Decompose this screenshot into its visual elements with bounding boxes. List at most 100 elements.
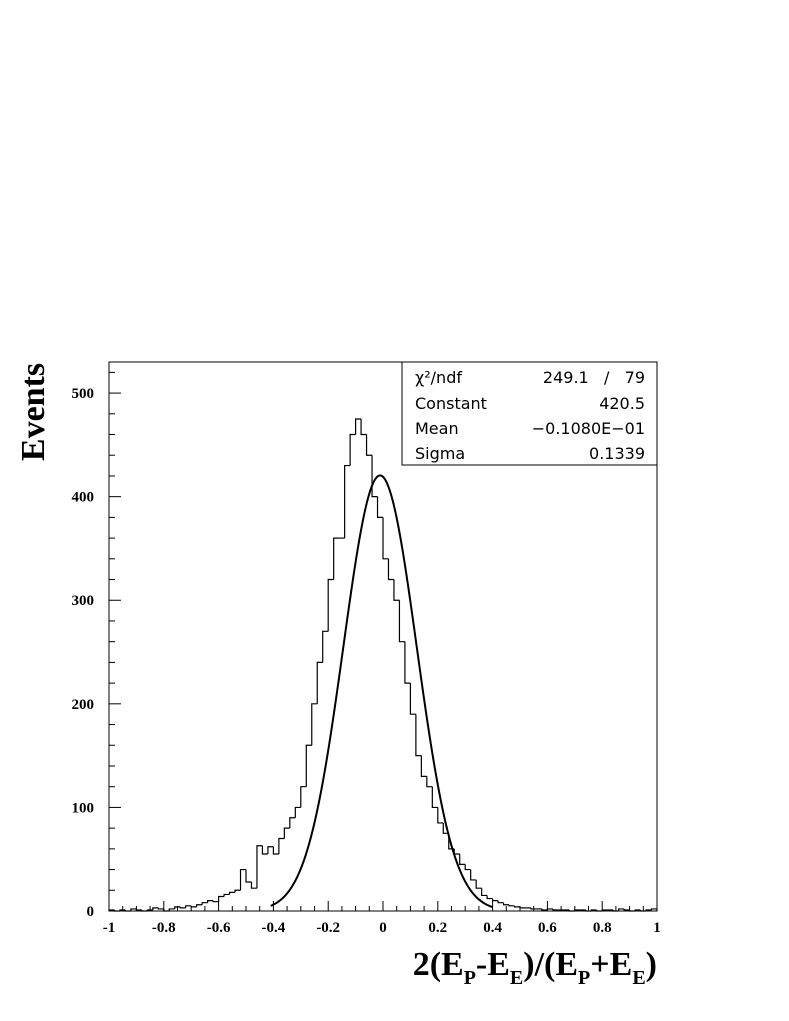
histogram-bin	[289, 817, 296, 829]
stats-label-sigma: Sigma	[415, 444, 465, 463]
histogram-bin	[185, 905, 192, 908]
histogram-bin	[590, 909, 597, 911]
x-tick-label: -0.2	[316, 920, 340, 936]
histogram-bin	[409, 683, 416, 715]
x-tick-label: 0	[379, 920, 387, 936]
histogram-bin	[568, 909, 575, 912]
y-tick-label: 400	[72, 490, 95, 506]
histogram-bin	[190, 905, 197, 908]
histogram-bin	[130, 908, 137, 911]
histogram-bin	[371, 455, 378, 498]
histogram-bin	[546, 908, 553, 910]
histogram-bin	[519, 906, 526, 909]
histogram-bin	[300, 786, 307, 808]
histogram-bin	[278, 837, 285, 855]
histogram-bin	[426, 776, 433, 788]
x-tick-label: 0.6	[538, 920, 557, 936]
x-axis-title: 2(EP-EE)/(EP+EE)	[413, 946, 657, 989]
histogram-bin	[168, 908, 175, 911]
histogram-bin	[459, 854, 466, 865]
histogram-bin	[316, 661, 323, 704]
histogram-bin	[124, 909, 131, 912]
histogram-bin	[415, 714, 422, 757]
histogram-bin	[623, 908, 630, 911]
stats-box-border	[401, 361, 658, 466]
histogram-bin	[333, 537, 340, 580]
stats-label-mean: Mean	[415, 419, 459, 438]
histogram-bin	[261, 845, 268, 855]
histogram-bin	[283, 827, 290, 839]
histogram-bin	[629, 909, 636, 912]
histogram-bin	[179, 906, 186, 909]
stats-label-constant: Constant	[415, 394, 487, 413]
histogram-bin	[272, 846, 279, 855]
y-tick-label: 100	[72, 800, 95, 816]
stats-value-constant: 420.5	[599, 394, 645, 413]
gaussian-fit	[270, 474, 493, 909]
histogram-bin	[157, 907, 164, 910]
histogram-bin	[502, 902, 510, 906]
histogram-bin	[437, 807, 444, 824]
y-tick-label: 300	[72, 593, 95, 609]
histogram-bin	[349, 433, 356, 466]
histogram-bin	[201, 902, 208, 905]
histogram-bin	[398, 600, 405, 643]
histogram-bin	[596, 909, 603, 912]
histogram-bin	[453, 848, 460, 855]
histogram-bin	[645, 909, 652, 911]
histogram-bin	[585, 909, 592, 912]
histogram-bin	[639, 909, 647, 912]
histogram-bin	[239, 868, 246, 891]
histogram-bin	[322, 630, 329, 663]
histogram-bin	[486, 895, 493, 900]
histogram-bin	[612, 909, 619, 912]
histogram-bin	[376, 496, 383, 518]
histogram-bin	[618, 908, 625, 911]
histogram-bin	[250, 882, 257, 889]
histogram-bin	[152, 907, 159, 910]
fit-stats-box: χ²/ndf 249.1 / 79 Constant 420.5 Mean −0…	[401, 361, 658, 466]
histogram-bin	[305, 744, 312, 787]
histogram-bin	[464, 864, 471, 871]
histogram-bin	[327, 578, 334, 632]
x-tick-label: 0.4	[483, 920, 502, 936]
histogram-bin	[207, 900, 214, 903]
y-tick-label: 0	[87, 904, 95, 920]
histogram-bin	[135, 908, 142, 911]
stats-label-chi2: χ²/ndf	[415, 368, 462, 387]
x-tick-label: 1	[653, 920, 661, 936]
histogram-bin	[492, 898, 499, 902]
histogram-bin	[245, 869, 252, 883]
histogram-bin	[420, 755, 427, 777]
histogram-bin	[311, 703, 318, 746]
histogram-bin	[393, 579, 400, 601]
histogram-bin	[387, 558, 394, 581]
histogram-bin	[223, 893, 230, 897]
x-axis-ticks: -1 -0.8 -0.6 -0.4 -0.2 0 0.2 0.4 0.6 0.8 1	[103, 901, 661, 936]
histogram-bin	[256, 845, 263, 889]
x-tick-label: -1	[103, 920, 116, 936]
histogram-bin	[404, 641, 411, 684]
histogram-bin	[360, 418, 367, 436]
histogram-bin	[634, 909, 641, 911]
histogram-bin	[541, 908, 548, 911]
x-tick-label: 0.2	[428, 920, 447, 936]
histogram-bin	[355, 418, 362, 435]
x-tick-label: 0.8	[593, 920, 612, 936]
histogram-bin	[228, 891, 236, 895]
y-axis-title: Events	[15, 363, 52, 461]
histogram-series	[108, 418, 658, 912]
histogram-bin	[650, 908, 657, 910]
histogram-bin	[431, 786, 438, 809]
histogram-bin	[141, 909, 148, 912]
y-tick-label: 500	[72, 386, 95, 402]
x-tick-label: -0.4	[262, 920, 286, 936]
x-tick-label: -0.6	[207, 920, 231, 936]
stats-value-chi2: 249.1 / 79	[543, 368, 645, 387]
histogram-bin	[163, 908, 170, 912]
histogram-bin	[552, 908, 559, 911]
histogram-bin	[470, 869, 477, 881]
histogram-bin	[212, 900, 219, 903]
histogram-bin	[344, 464, 351, 539]
